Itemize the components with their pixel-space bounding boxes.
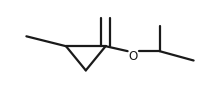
Text: O: O (128, 50, 138, 63)
